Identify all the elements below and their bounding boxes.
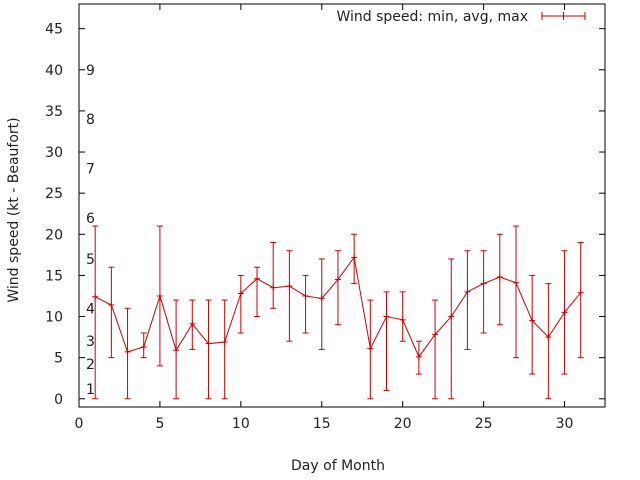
beaufort-label: 3 [86,334,95,350]
y-tick-label: 5 [54,351,63,367]
y-tick-label: 35 [45,104,63,120]
avg-point [512,279,519,286]
avg-point [545,334,552,341]
avg-point [173,347,180,354]
avg-point [270,284,277,291]
x-tick-label: 0 [75,416,84,432]
avg-point [577,289,584,296]
x-axis-label: Day of Month [291,458,385,474]
avg-point [124,348,131,355]
y-tick-label: 10 [45,310,63,326]
avg-point [464,288,471,295]
avg-point [318,295,325,302]
x-tick-label: 15 [313,416,331,432]
beaufort-labels: 1 2 3 4 5 6 7 8 9 [86,63,95,398]
legend-label: Wind speed: min, avg, max [336,9,528,25]
x-tick-label: 20 [394,416,412,432]
avg-point [399,316,406,323]
beaufort-label: 7 [86,161,95,177]
x-tick-labels: 0 5 10 15 20 25 30 [75,416,574,432]
y-tick-label: 45 [45,22,63,38]
avg-point [351,254,358,261]
beaufort-label: 8 [86,112,95,128]
legend: Wind speed: min, avg, max [336,9,586,25]
y-tick-label: 15 [45,268,63,284]
avg-point [108,302,115,309]
plot-frame [78,3,606,408]
avg-point [367,345,374,352]
beaufort-label: 5 [86,252,95,268]
avg-point [221,339,228,346]
avg-point [561,309,568,316]
avg-point [92,293,99,300]
avg-point [334,276,341,283]
avg-points [92,254,584,360]
beaufort-label: 6 [86,211,95,227]
avg-point [415,353,422,360]
avg-point [140,343,147,350]
avg-point [448,313,455,320]
y-tick-label: 25 [45,186,63,202]
beaufort-label: 4 [86,301,95,317]
y-tick-label: 0 [54,392,63,408]
avg-point [286,283,293,290]
avg-point [383,313,390,320]
beaufort-label: 2 [86,357,95,373]
axis-ticks [78,4,605,407]
x-tick-label: 10 [232,416,250,432]
y-tick-label: 30 [45,145,63,161]
y-tick-label: 20 [45,227,63,243]
avg-point [480,280,487,287]
avg-point [432,331,439,338]
y-axis-label: Wind speed (kt - Beaufort) [6,117,22,302]
avg-point [254,275,261,282]
x-tick-label: 30 [556,416,574,432]
avg-point [496,274,503,281]
beaufort-label: 9 [86,63,95,79]
avg-point [189,320,196,327]
y-tick-label: 40 [45,63,63,79]
y-tick-labels: 0 5 10 15 20 25 30 35 40 45 [45,22,63,408]
beaufort-label: 1 [86,382,95,398]
avg-point [205,340,212,347]
x-tick-label: 5 [155,416,164,432]
avg-point [237,290,244,297]
avg-point [156,292,163,299]
error-bars [92,225,584,400]
avg-point [302,292,309,299]
avg-point [529,317,536,324]
x-tick-label: 25 [475,416,493,432]
